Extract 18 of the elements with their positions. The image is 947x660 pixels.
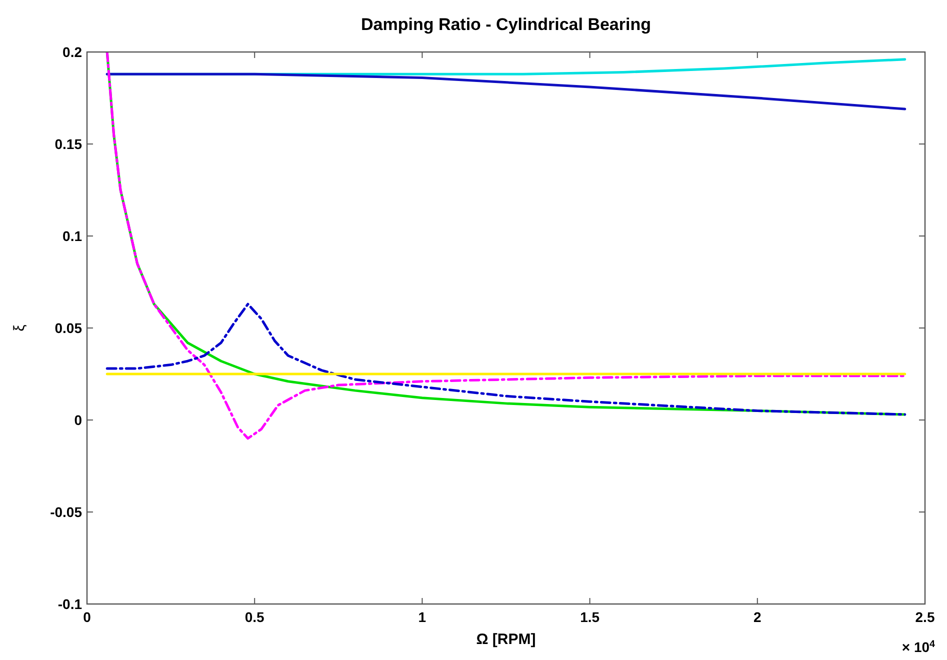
x-tick-label: 1.5 [580, 609, 600, 625]
x-tick-label: 2 [754, 609, 762, 625]
y-tick-label: 0.1 [62, 228, 82, 244]
y-axis-title: ξ [11, 324, 28, 332]
y-tick-label: 0.05 [54, 320, 82, 336]
x-tick-label: 0.5 [244, 609, 265, 625]
text: × 10$^{4}$ [902, 638, 936, 655]
x-tick-label: 1 [418, 609, 426, 625]
x-tick-label: 2.5 [915, 609, 935, 625]
y-tick-label: -0.1 [58, 596, 82, 612]
y-tick-label: -0.05 [50, 504, 82, 520]
y-tick-label: 0.2 [62, 44, 82, 60]
x-axis-title: Ω [RPM] [476, 631, 536, 648]
chart-title: Damping Ratio - Cylindrical Bearing [361, 15, 651, 34]
line-series [106, 72, 906, 110]
line-series [106, 302, 906, 416]
y-tick-label: 0 [74, 412, 82, 428]
y-tick-label: 0.15 [54, 136, 82, 152]
